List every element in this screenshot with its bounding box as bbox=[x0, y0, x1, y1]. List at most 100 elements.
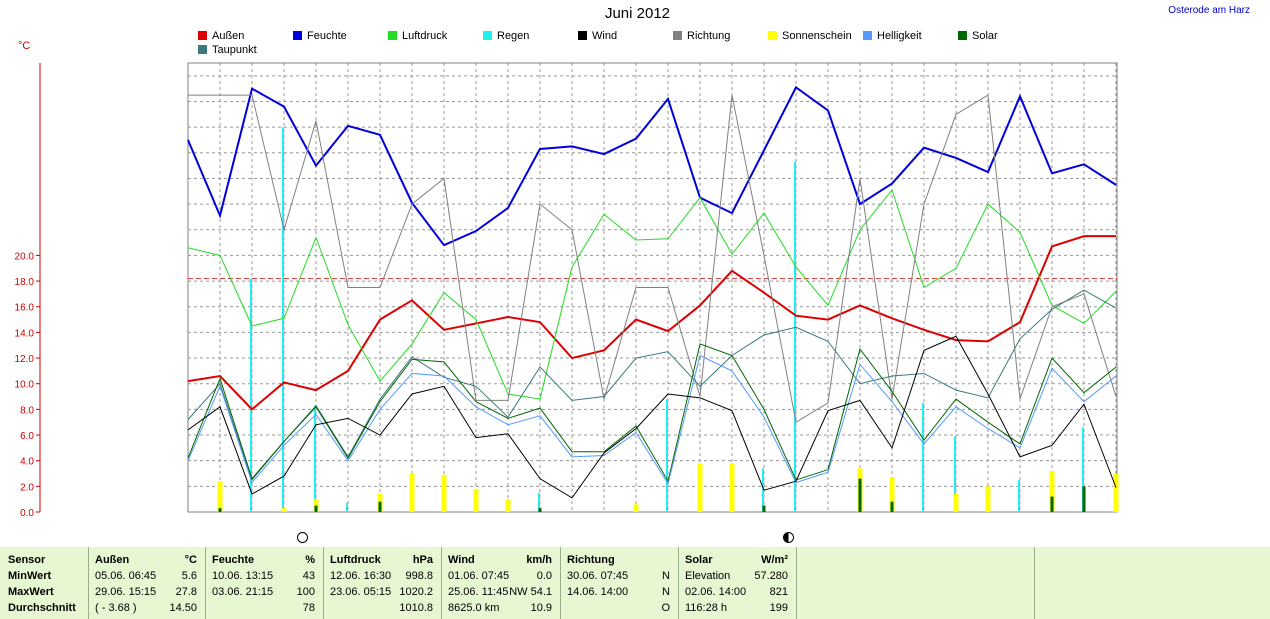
legend-label: Sonnenschein bbox=[782, 30, 852, 42]
y-axis-unit: °C bbox=[18, 40, 31, 52]
bar-sonnenschein-17 bbox=[697, 463, 703, 512]
chart-title: Juni 2012 bbox=[604, 5, 671, 22]
bar-sonnenschein-9 bbox=[441, 474, 447, 512]
stats-header: Feuchte bbox=[212, 554, 255, 566]
stats-unit: km/h bbox=[526, 554, 552, 566]
bar-solar-5 bbox=[314, 505, 318, 512]
stats-unit: °C bbox=[184, 554, 197, 566]
stats-cell-date: 23.06. 05:15 bbox=[330, 586, 392, 598]
bar-solar-19 bbox=[762, 505, 766, 512]
stats-cell-date: 03.06. 21:15 bbox=[212, 586, 274, 598]
legend-label: Solar bbox=[972, 30, 998, 42]
legend-item-2: Luftdruck bbox=[388, 30, 447, 42]
legend-item-4: Wind bbox=[578, 30, 617, 42]
bar-regen-6 bbox=[346, 503, 348, 512]
y-tick-label: 0.0 bbox=[20, 508, 34, 519]
stats-row-label: MaxWert bbox=[8, 586, 54, 598]
legend-swatch bbox=[768, 31, 777, 40]
stats-cell-value: 10.9 bbox=[530, 602, 552, 614]
y-tick-label: 8.0 bbox=[20, 405, 34, 416]
legend-label: Außen bbox=[212, 30, 245, 42]
stats-header: Richtung bbox=[567, 554, 615, 566]
stats-cell-date: 25.06. 11:45 bbox=[448, 586, 509, 598]
legend-label: Regen bbox=[497, 30, 530, 42]
stats-cell-value: 1010.8 bbox=[399, 602, 433, 614]
series-line-wind bbox=[187, 335, 1117, 499]
stats-unit: % bbox=[305, 554, 315, 566]
stats-cell-date: Elevation bbox=[685, 570, 731, 582]
bar-regen-4 bbox=[282, 127, 284, 513]
legend-item-1: Feuchte bbox=[293, 30, 347, 42]
bar-sonnenschein-4 bbox=[281, 508, 287, 512]
stats-cell-value: 14.50 bbox=[169, 602, 197, 614]
stats-cell-value: 43 bbox=[302, 570, 315, 582]
bar-regen-5 bbox=[314, 405, 316, 512]
y-tick-label: 16.0 bbox=[15, 303, 35, 314]
legend-swatch bbox=[578, 31, 587, 40]
stats-cell-value: 5.6 bbox=[181, 570, 197, 582]
bar-sonnenschein-2 bbox=[217, 481, 223, 512]
legend-label: Feuchte bbox=[307, 30, 347, 42]
stats-cell-value: 821 bbox=[769, 586, 788, 598]
stats-cell-date: 05.06. 06:45 bbox=[95, 570, 157, 582]
legend-swatch bbox=[293, 31, 302, 40]
y-tick-label: 6.0 bbox=[20, 431, 34, 442]
stats-row-label: MinWert bbox=[8, 570, 52, 582]
stats-cell-date: 29.06. 15:15 bbox=[95, 586, 157, 598]
bar-regen-12 bbox=[538, 492, 540, 512]
legend-label: Richtung bbox=[687, 30, 731, 42]
legend-swatch bbox=[863, 31, 872, 40]
statistics-table: Sensor MinWert MaxWert Durchschnitt Auße… bbox=[0, 547, 1270, 619]
stats-cell-value: 100 bbox=[296, 586, 315, 598]
bar-regen-20 bbox=[794, 161, 796, 512]
stats-header: Luftdruck bbox=[330, 554, 381, 566]
legend-label: Helligkeit bbox=[877, 30, 922, 42]
y-tick-label: 18.0 bbox=[15, 277, 35, 288]
stats-col-luftdruck: Luftdruck hPa 12.06. 16:30 998.8 23.06. 05:1… bbox=[323, 547, 441, 619]
stats-cell-value: N bbox=[662, 570, 670, 582]
legend-label: Wind bbox=[592, 30, 618, 42]
stats-unit: W/m² bbox=[761, 554, 788, 566]
stats-col-solar: Solar W/m² Elevation 57.280 02.06. 14:00 821 1… bbox=[678, 547, 796, 619]
stats-cell-date: ( - 3.68 ) bbox=[95, 602, 137, 614]
legend-swatch bbox=[483, 31, 492, 40]
legend-swatch bbox=[198, 45, 207, 54]
bar-sonnenschein-10 bbox=[473, 488, 479, 512]
legend-item-6: Sonnenschein bbox=[768, 30, 852, 42]
stats-cell-date: 8625.0 km bbox=[448, 602, 500, 614]
stats-cell-value: 78 bbox=[302, 602, 315, 614]
legend-swatch bbox=[958, 31, 967, 40]
bar-regen-3 bbox=[250, 278, 252, 512]
stats-cell-value: 199 bbox=[769, 602, 788, 614]
stats-col-sensor: Sensor MinWert MaxWert Durchschnitt bbox=[0, 547, 88, 619]
stats-cell-value: NW 54.1 bbox=[509, 586, 552, 598]
stats-unit: hPa bbox=[412, 554, 433, 566]
legend-item-8: Solar bbox=[958, 30, 998, 42]
bar-regen-16 bbox=[666, 399, 668, 512]
stats-cell-value: 27.8 bbox=[175, 586, 197, 598]
stats-cell-value: N bbox=[662, 586, 670, 598]
bar-sonnenschein-18 bbox=[729, 463, 735, 512]
bar-regen-19 bbox=[762, 468, 764, 512]
legend-swatch bbox=[388, 31, 397, 40]
bar-sonnenschein-8 bbox=[409, 473, 415, 512]
stats-header: Solar bbox=[685, 554, 713, 566]
series-line-solar bbox=[187, 343, 1117, 483]
bar-solar-23 bbox=[890, 501, 894, 512]
stats-col-wind: Wind km/h 01.06. 07:45 0.0 25.06. 11:45 NW 54… bbox=[441, 547, 560, 619]
legend-label: Luftdruck bbox=[402, 30, 448, 42]
series-line-taupunkt bbox=[187, 289, 1117, 481]
stats-cell-date: 30.06. 07:45 bbox=[567, 570, 629, 582]
bar-solar-12 bbox=[538, 508, 542, 512]
y-tick-label: 2.0 bbox=[20, 482, 34, 493]
stats-col-feuchte: Feuchte% 10.06. 13:15 43 03.06. 21:15 100 78 bbox=[205, 547, 323, 619]
bar-regen-25 bbox=[954, 436, 956, 512]
legend-swatch bbox=[673, 31, 682, 40]
legend-item-7: Helligkeit bbox=[863, 30, 922, 42]
bar-sonnenschein-26 bbox=[985, 486, 991, 512]
stats-cell-value: 998.8 bbox=[405, 570, 433, 582]
full-moon-icon bbox=[297, 532, 308, 543]
stats-cell-date: 14.06. 14:00 bbox=[567, 586, 629, 598]
stats-cell-value: 57.280 bbox=[754, 570, 788, 582]
bar-regen-24 bbox=[922, 402, 924, 512]
